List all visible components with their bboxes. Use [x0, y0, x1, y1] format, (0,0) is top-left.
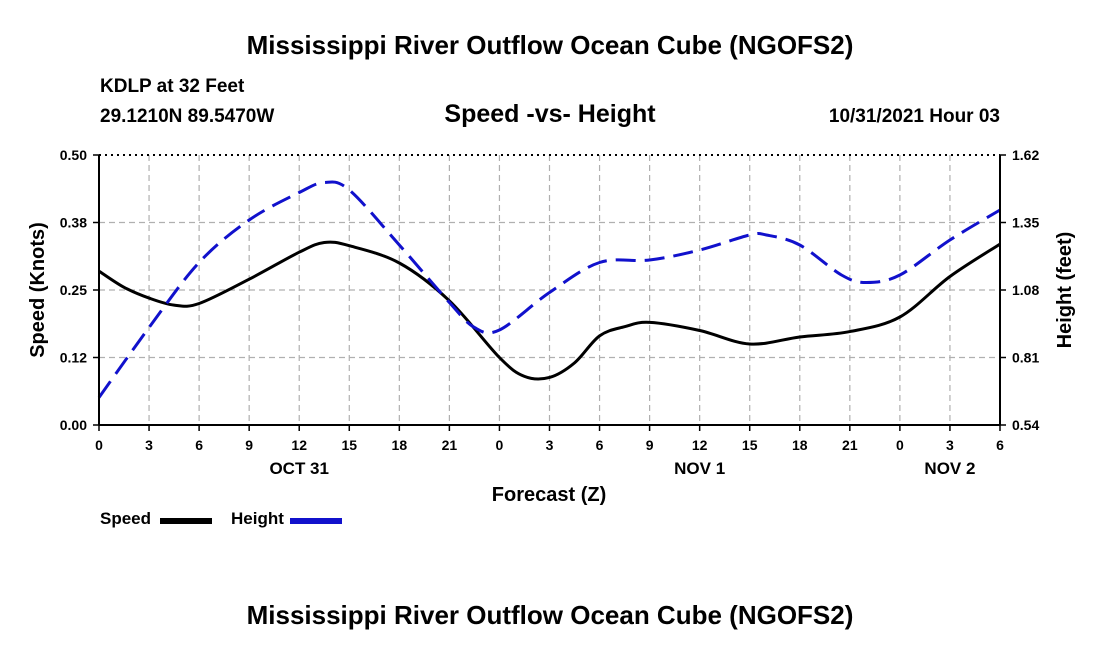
page-title: Mississippi River Outflow Ocean Cube (NG…	[246, 30, 854, 60]
series-lines	[97, 180, 1001, 399]
x-tick-label: 18	[392, 437, 408, 453]
y2-tick-label: 1.62	[1012, 147, 1039, 163]
datetime-label: 10/31/2021 Hour 03	[828, 106, 1000, 127]
date-label: NOV 2	[924, 459, 975, 478]
legend-speed-label: Speed	[100, 509, 152, 528]
x-tick-label: 0	[496, 437, 504, 453]
y-tick-label: 0.38	[60, 215, 87, 231]
x-tick-label: 9	[245, 437, 253, 453]
y-tick-label: 0.00	[60, 417, 87, 433]
x-axis-title: Forecast (Z)	[492, 484, 606, 506]
station-label: KDLP at 32 Feet	[100, 76, 245, 97]
y2-axis-title: Height (feet)	[1054, 232, 1076, 349]
x-tick-label: 6	[195, 437, 203, 453]
x-tick-label: 6	[996, 437, 1004, 453]
y-tick-label: 0.12	[60, 350, 87, 366]
y-axis-title: Speed (Knots)	[27, 222, 49, 358]
x-tick-label: 0	[95, 437, 103, 453]
grid	[99, 155, 1000, 425]
x-tick-label: 12	[692, 437, 708, 453]
axis-tick-labels: 0 3 6 9 12 15 18 21 0 3 6 9 12 15 18 21 0 3 6 0.00 0.12 0.25 0…	[60, 147, 1040, 478]
coordinates-label: 29.1210N 89.5470W	[100, 106, 275, 127]
x-tick-label: 6	[596, 437, 604, 453]
x-tick-label: 15	[341, 437, 357, 453]
y2-tick-label: 0.81	[1012, 350, 1039, 366]
y2-tick-label: 0.54	[1012, 417, 1039, 433]
x-tick-label: 9	[646, 437, 654, 453]
x-tick-label: 0	[896, 437, 904, 453]
legend-height-label: Height	[231, 509, 284, 528]
y-tick-label: 0.50	[60, 147, 87, 163]
x-tick-label: 18	[792, 437, 808, 453]
chart-subtitle: Speed -vs- Height	[444, 100, 656, 128]
page-title-repeat: Mississippi River Outflow Ocean Cube (NG…	[246, 600, 854, 630]
x-tick-label: 21	[842, 437, 858, 453]
series-line-height	[97, 180, 1001, 399]
y-tick-label: 0.25	[60, 282, 87, 298]
x-tick-label: 12	[291, 437, 307, 453]
legend-speed-swatch	[160, 518, 212, 524]
x-tick-label: 3	[946, 437, 954, 453]
y2-tick-label: 1.08	[1012, 282, 1039, 298]
series-line-speed	[98, 240, 1001, 381]
x-tick-label: 3	[546, 437, 554, 453]
x-tick-label: 15	[742, 437, 758, 453]
x-tick-label: 3	[145, 437, 153, 453]
legend-height-swatch	[290, 518, 342, 524]
date-label: OCT 31	[269, 459, 329, 478]
date-label: NOV 1	[674, 459, 725, 478]
plot-frame	[98, 154, 1001, 426]
y2-tick-label: 1.35	[1012, 215, 1039, 231]
x-tick-label: 21	[442, 437, 458, 453]
